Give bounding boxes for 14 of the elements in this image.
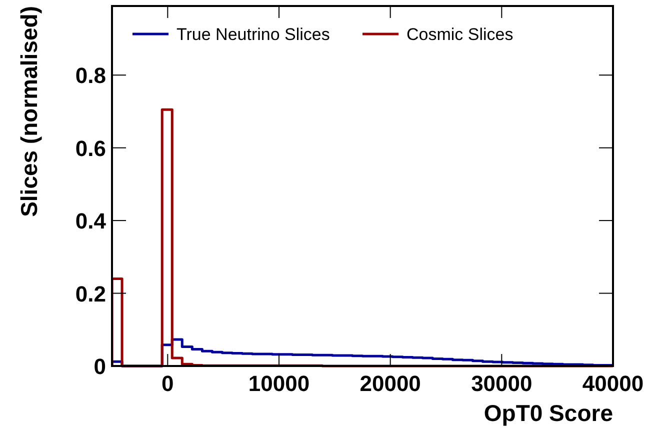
y-tick-label: 0.2: [75, 281, 106, 306]
x-tick-label: 30000: [471, 371, 532, 396]
y-tick-label: 0.8: [75, 63, 106, 88]
y-tick-label: 0.4: [75, 208, 107, 234]
legend-label: True Neutrino Slices: [176, 25, 330, 44]
legend-label: Cosmic Slices: [406, 25, 514, 44]
x-tick-label: 0: [162, 371, 174, 396]
y-axis-title: Slices (normalised): [16, 6, 42, 217]
y-tick-label: 0: [94, 354, 106, 379]
x-tick-label: 40000: [582, 371, 644, 396]
x-axis-title: OpT0 Score: [484, 400, 613, 426]
x-tick-label: 20000: [360, 371, 421, 396]
x-tick-label: 10000: [248, 371, 310, 396]
y-tick-label: 0.6: [75, 136, 106, 161]
